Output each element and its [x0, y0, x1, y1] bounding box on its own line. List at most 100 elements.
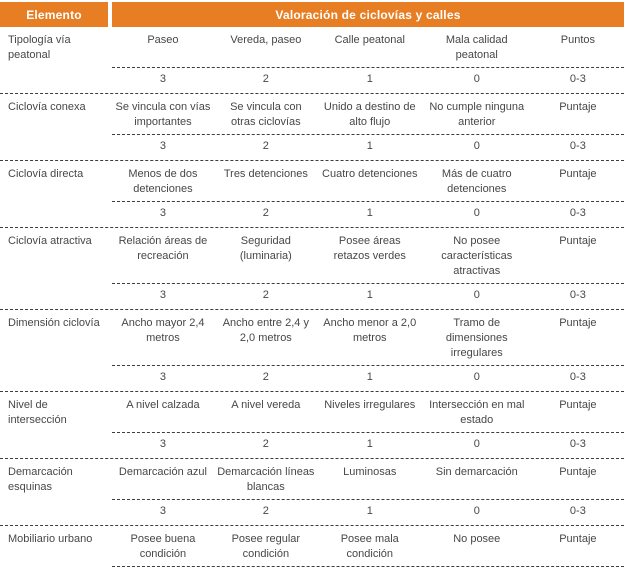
- criteria-cell: Demarcación azul: [118, 466, 207, 478]
- criteria-cell: Mala calidad peatonal: [445, 34, 508, 61]
- criteria-cell: Niveles irregulares: [324, 399, 416, 411]
- score-range-cell: 0-3: [569, 207, 586, 219]
- criteria-cell: Vereda, paseo: [230, 34, 302, 46]
- score-label-cell: Puntaje: [559, 168, 597, 180]
- criteria-cell: Ancho entre 2,4 y 2,0 metros: [222, 317, 309, 344]
- score-cell: 2: [262, 140, 269, 152]
- criteria-cell: Se vincula con vías importantes: [115, 101, 211, 128]
- element-name: Tipología vía peatonal: [8, 34, 71, 61]
- score-label-cell: Puntaje: [559, 317, 597, 329]
- criteria-cell: Unido a destino de alto flujo: [323, 101, 416, 128]
- criteria-cell: Luminosas: [343, 466, 397, 478]
- score-row: 3 2 1 0 0-3: [112, 202, 624, 227]
- criteria-cell: Cuatro detenciones: [322, 168, 418, 180]
- criteria-cell: No posee: [453, 533, 501, 545]
- score-cell: 2: [262, 207, 269, 219]
- table-row-block: Mobiliario urbano Posee buena condición Po…: [0, 526, 624, 571]
- element-name: Ciclovía directa: [8, 168, 84, 180]
- score-label-cell: Puntaje: [559, 235, 597, 247]
- table-row-block: Nivel de intersección A nivel calzada A ni…: [0, 392, 624, 459]
- score-cell: 2: [262, 73, 269, 85]
- table-body: Tipología vía peatonal Paseo Vereda, paseo…: [0, 27, 624, 571]
- criteria-cell: Tramo de dimensiones irregulares: [445, 317, 508, 359]
- score-cell: 0: [473, 140, 480, 152]
- score-cell: 2: [262, 289, 269, 301]
- element-name: Mobiliario urbano: [8, 533, 93, 545]
- element-name: Ciclovía atractiva: [8, 235, 92, 247]
- score-cell: 2: [214, 567, 318, 571]
- score-cell: 0: [473, 505, 480, 517]
- score-cell: 3: [112, 567, 214, 571]
- score-range-cell: 0-3: [569, 140, 586, 152]
- criteria-cell: Demarcación líneas blancas: [217, 466, 315, 493]
- criteria-cell: A nivel calzada: [126, 399, 200, 411]
- table-row-block: Demarcación esquinas Demarcación azul Dema…: [0, 459, 624, 526]
- criteria-row: Posee buena condición Posee regular condi…: [112, 526, 624, 567]
- table-row-block: Dimensión ciclovía Ancho mayor 2,4 metros…: [0, 310, 624, 392]
- score-cell: 2: [262, 438, 269, 450]
- score-cell: 0: [473, 438, 480, 450]
- score-cell: 3: [159, 73, 166, 85]
- score-cell: 3: [159, 289, 166, 301]
- row-body: Menos de dos detenciones Tres detenciones…: [112, 161, 624, 227]
- criteria-cell: A nivel vereda: [231, 399, 301, 411]
- criteria-cell: Sin demarcación: [435, 466, 518, 478]
- score-label-cell: Puntos: [560, 34, 595, 46]
- score-cell: 1: [366, 73, 373, 85]
- score-range-cell: 0-3: [569, 289, 586, 301]
- score-row: 3 2 1 0 0-3: [112, 366, 624, 391]
- row-body: Ancho mayor 2,4 metros Ancho entre 2,4 y …: [112, 310, 624, 391]
- score-row: 3 2 1 0 0-3: [112, 500, 624, 525]
- criteria-cell: Calle peatonal: [334, 34, 405, 46]
- criteria-cell: Menos de dos detenciones: [128, 168, 198, 195]
- score-cell: 1: [366, 505, 373, 517]
- table-row-block: Tipología vía peatonal Paseo Vereda, paseo…: [0, 27, 624, 94]
- criteria-row: Se vincula con vías importantes Se vincul…: [112, 94, 624, 135]
- score-range-cell: 0-3: [569, 438, 586, 450]
- score-label-cell: Puntaje: [559, 101, 597, 113]
- row-body: Paseo Vereda, paseo Calle peatonal Mala cal…: [112, 27, 624, 93]
- criteria-cell: Intersección en mal estado: [429, 399, 525, 426]
- score-row: 3 2 1 0 0-3: [112, 433, 624, 458]
- criteria-row: Ancho mayor 2,4 metros Ancho entre 2,4 y …: [112, 310, 624, 366]
- score-cell: 0: [473, 73, 480, 85]
- score-cell: 1: [366, 289, 373, 301]
- table-row-block: Ciclovía directa Menos de dos detenciones…: [0, 161, 624, 228]
- criteria-cell: Tres detenciones: [223, 168, 308, 180]
- criteria-cell: Posee regular condición: [231, 533, 301, 560]
- score-cell: 0: [473, 207, 480, 219]
- score-row: 3 2 1 0 0-3: [112, 68, 624, 93]
- criteria-row: Menos de dos detenciones Tres detenciones…: [112, 161, 624, 202]
- score-label-cell: Puntaje: [559, 466, 597, 478]
- score-cell: 3: [159, 438, 166, 450]
- row-body: A nivel calzada A nivel vereda Niveles irr…: [112, 392, 624, 458]
- criteria-cell: Se vincula con otras ciclovías: [230, 101, 302, 128]
- score-cell: 1: [366, 207, 373, 219]
- criteria-cell: No posee características atractivas: [441, 235, 513, 277]
- criteria-cell: No cumple ninguna anterior: [429, 101, 525, 128]
- criteria-cell: Paseo: [147, 34, 179, 46]
- score-range-cell: 0-3: [569, 73, 586, 85]
- score-cell: 1: [366, 371, 373, 383]
- criteria-cell: Más de cuatro detenciones: [441, 168, 512, 195]
- score-cell: 3: [159, 371, 166, 383]
- score-range-cell: 0-3: [532, 567, 624, 571]
- row-body: Posee buena condición Posee regular condi…: [112, 526, 624, 571]
- criteria-row: A nivel calzada A nivel vereda Niveles irr…: [112, 392, 624, 433]
- element-name: Demarcación esquinas: [8, 466, 73, 493]
- criteria-row: Demarcación azul Demarcación líneas blanc…: [112, 459, 624, 500]
- score-cell: 1: [366, 140, 373, 152]
- element-name: Nivel de intersección: [8, 399, 67, 426]
- score-range-cell: 0-3: [569, 505, 586, 517]
- table-header: Elemento Valoración de ciclovías y calle…: [0, 2, 624, 27]
- criteria-cell: Ancho menor a 2,0 metros: [323, 317, 417, 344]
- row-body: Relación áreas de recreación Seguridad (l…: [112, 228, 624, 309]
- score-label-cell: Puntaje: [559, 533, 597, 545]
- score-row: 3 2 1 0 0-3: [112, 135, 624, 160]
- score-cell: 1: [366, 438, 373, 450]
- score-cell: 2: [262, 505, 269, 517]
- score-cell: 3: [159, 207, 166, 219]
- criteria-cell: Seguridad (luminaria): [239, 235, 292, 262]
- score-cell: 3: [159, 140, 166, 152]
- score-row: 3 2 1 0 0-3: [112, 284, 624, 309]
